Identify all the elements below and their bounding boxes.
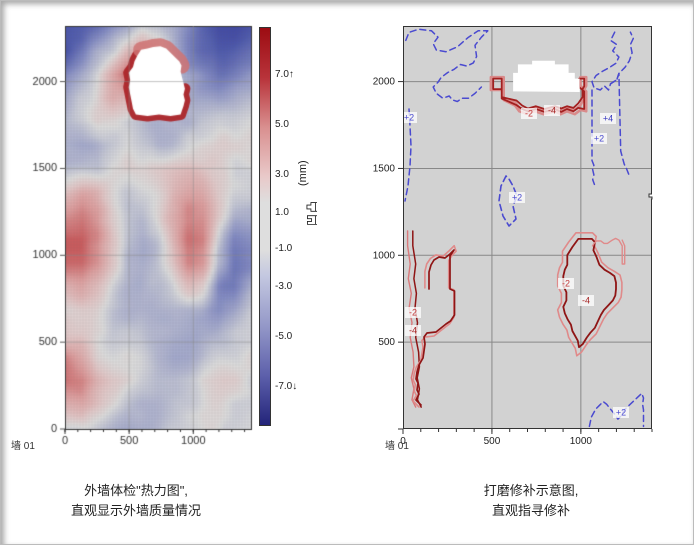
svg-text:-4: -4 <box>582 295 590 305</box>
svg-text:2000: 2000 <box>373 77 396 88</box>
svg-text:-4: -4 <box>409 325 417 335</box>
svg-text:+2: +2 <box>594 133 604 143</box>
svg-text:+4: +4 <box>603 113 613 123</box>
svg-text:-2: -2 <box>562 278 570 288</box>
svg-text:-4: -4 <box>548 105 556 115</box>
svg-text:+2: +2 <box>512 192 522 202</box>
svg-text:1500: 1500 <box>373 163 396 174</box>
svg-text:1000: 1000 <box>373 250 396 261</box>
svg-text:+2: +2 <box>616 407 626 417</box>
svg-text:-2: -2 <box>409 307 417 317</box>
svg-text:-2: -2 <box>525 108 533 118</box>
svg-text:500: 500 <box>484 436 501 447</box>
svg-text:500: 500 <box>378 337 395 348</box>
svg-text:+2: +2 <box>404 112 414 122</box>
svg-text:1000: 1000 <box>570 436 593 447</box>
